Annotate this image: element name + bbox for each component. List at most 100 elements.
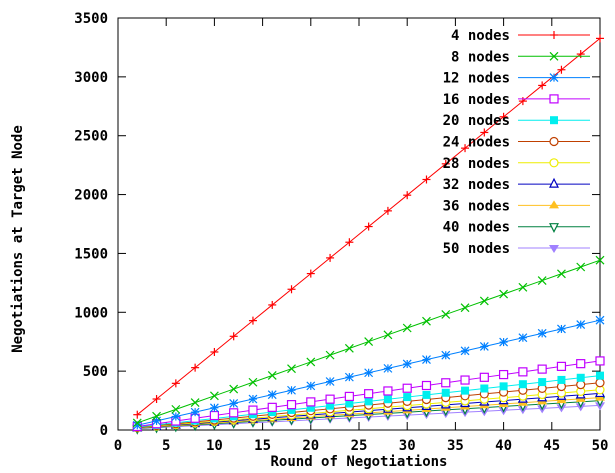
data-point: [383, 386, 393, 396]
data-point: [595, 315, 605, 325]
data-point: [441, 378, 451, 388]
data-point: [306, 381, 316, 391]
data-point: [557, 269, 566, 279]
data-point: [595, 378, 605, 388]
legend-label: 28 nodes: [443, 156, 510, 172]
data-point: [306, 357, 316, 367]
legend-marker: [549, 51, 559, 61]
legend-label: 24 nodes: [443, 135, 510, 151]
y-axis-title: Negotiations at Target Node: [10, 125, 26, 353]
legend-label: 8 nodes: [451, 49, 510, 65]
series-4-nodes: [133, 34, 604, 419]
x-tick-label: 15: [254, 438, 271, 454]
legend-label: 36 nodes: [443, 198, 510, 214]
data-point: [576, 320, 586, 329]
legend-entry: 32 nodes: [443, 177, 590, 193]
data-point: [421, 380, 432, 391]
data-point: [132, 418, 142, 428]
data-point: [326, 253, 335, 262]
y-tick-label: 0: [100, 423, 108, 439]
data-point: [480, 384, 489, 393]
data-point: [422, 390, 431, 399]
data-point: [461, 386, 470, 395]
y-tick-label: 500: [83, 364, 108, 380]
x-tick-label: 5: [162, 438, 170, 454]
y-tick-label: 1500: [74, 246, 108, 262]
data-point: [133, 410, 142, 419]
data-point: [345, 238, 354, 247]
legend-entry: 20 nodes: [443, 113, 590, 129]
data-point: [461, 144, 470, 153]
axes: 0 5 10 15 20 25 30 35 40 45 5005001000150020002500…: [74, 11, 608, 454]
legend-marker: [549, 200, 559, 209]
data-point: [267, 371, 277, 380]
data-point: [152, 411, 161, 421]
data-point: [499, 112, 508, 121]
legend-marker: [549, 245, 559, 253]
legend-entry: 16 nodes: [443, 92, 590, 108]
legend-entry: 36 nodes: [443, 198, 590, 214]
data-point: [460, 303, 470, 313]
legend-marker: [550, 116, 558, 125]
legend-label: 32 nodes: [443, 177, 510, 193]
series-8-nodes: [132, 255, 605, 428]
legend-label: 16 nodes: [443, 92, 510, 108]
x-tick-label: 10: [206, 438, 223, 454]
data-point: [229, 332, 238, 341]
legend-entry: 28 nodes: [443, 156, 590, 172]
data-point: [441, 159, 450, 168]
data-point: [499, 337, 509, 347]
y-tick-label: 2000: [74, 188, 108, 204]
data-point: [383, 330, 393, 340]
data-point: [499, 382, 508, 391]
data-point: [364, 389, 374, 399]
x-axis-title: Round of Negotiations: [270, 454, 447, 470]
data-point: [209, 403, 219, 413]
legend-marker: [549, 158, 559, 168]
data-point: [345, 399, 354, 408]
series-group: [132, 34, 605, 435]
data-point: [518, 367, 528, 377]
x-tick-label: 45: [543, 438, 560, 454]
data-point: [460, 375, 470, 385]
legend-marker: [549, 177, 559, 188]
legend-marker: [549, 136, 559, 147]
data-point: [576, 380, 586, 390]
data-point: [479, 296, 489, 306]
data-point: [556, 361, 567, 371]
data-point: [441, 350, 451, 360]
legend-marker: [549, 73, 559, 83]
data-point: [479, 372, 489, 382]
data-point: [576, 359, 586, 369]
data-point: [191, 363, 200, 372]
data-point: [287, 364, 296, 374]
data-point: [229, 408, 239, 418]
legend-marker: [549, 223, 559, 234]
data-point: [287, 385, 296, 395]
data-point: [325, 350, 335, 360]
data-point: [267, 402, 277, 412]
data-point: [441, 388, 450, 397]
data-point: [538, 378, 547, 387]
y-tick-label: 3500: [74, 11, 108, 27]
data-point: [383, 395, 392, 404]
legend-label: 12 nodes: [443, 71, 510, 87]
y-tick-label: 2500: [74, 129, 108, 145]
legend-entry: 24 nodes: [443, 135, 590, 151]
data-point: [364, 337, 374, 346]
data-point: [248, 394, 258, 404]
y-tick-label: 1000: [74, 305, 108, 321]
data-point: [268, 408, 277, 417]
legend: 4 nodes 8 nodes 12 nodes 16 nodes 20 nodes 24…: [443, 28, 590, 257]
data-point: [422, 355, 431, 365]
data-point: [210, 347, 219, 356]
data-point: [306, 397, 316, 407]
x-tick-label: 30: [399, 438, 416, 454]
data-point: [538, 81, 547, 90]
data-point: [537, 364, 547, 374]
data-point: [306, 269, 315, 278]
data-point: [595, 255, 605, 265]
data-point: [595, 356, 605, 366]
plot-frame: [117, 17, 601, 431]
data-point: [518, 333, 528, 343]
